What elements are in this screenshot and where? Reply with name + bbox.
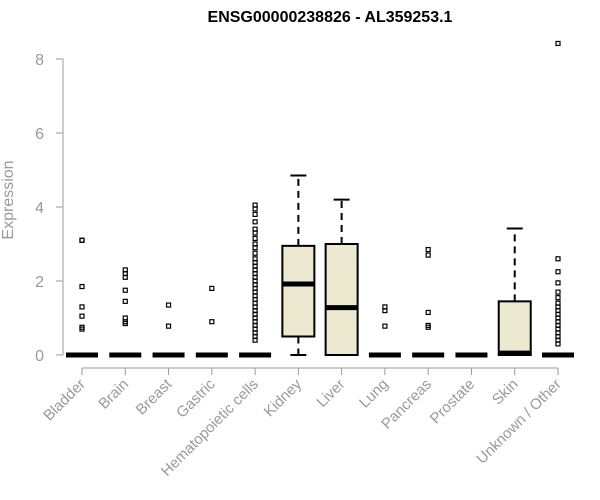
box-gastric xyxy=(195,285,228,358)
outlier-point xyxy=(555,256,561,262)
outlier-point xyxy=(252,235,258,242)
outlier-point xyxy=(79,283,85,290)
outlier-point xyxy=(252,206,258,212)
x-tick-label: Lung xyxy=(356,376,392,412)
outlier-point xyxy=(252,337,258,343)
x-tick-label: Breast xyxy=(133,375,176,418)
x-tick-label: Brain xyxy=(95,376,132,413)
y-tick-label: 0 xyxy=(35,348,44,365)
box-iqr xyxy=(497,300,532,357)
outlier-point xyxy=(555,269,561,275)
box-brain xyxy=(109,267,142,358)
outlier-point xyxy=(79,326,85,332)
outlier-point xyxy=(382,308,388,314)
box-breast xyxy=(152,302,185,358)
box-skin xyxy=(497,227,532,357)
x-tick-label: Skin xyxy=(489,376,522,409)
y-tick-label: 4 xyxy=(35,200,44,217)
y-tick-label: 2 xyxy=(35,274,44,291)
outlier-point xyxy=(79,237,85,243)
chart-title: ENSG00000238826 - AL359253.1 xyxy=(208,9,453,26)
outlier-point xyxy=(425,324,431,330)
y-tick-label: 6 xyxy=(35,126,44,143)
outlier-point xyxy=(555,295,561,301)
outlier-point xyxy=(382,323,388,329)
y-tick-label: 8 xyxy=(35,52,44,69)
outlier-point xyxy=(252,250,258,256)
outlier-point xyxy=(252,245,258,251)
outlier-point xyxy=(165,302,172,308)
outlier-point xyxy=(555,341,561,347)
x-tick-label: Liver xyxy=(313,376,348,411)
box-pancreas xyxy=(412,246,445,358)
box-kidney xyxy=(281,174,316,356)
outlier-point xyxy=(209,319,215,325)
outlier-point xyxy=(122,320,128,327)
outlier-point xyxy=(425,309,431,316)
box-lung xyxy=(368,304,401,358)
outlier-point xyxy=(122,298,128,304)
outlier-point xyxy=(555,280,561,286)
y-axis-label: Expression xyxy=(0,160,17,239)
outlier-point xyxy=(555,40,561,47)
boxes xyxy=(66,40,574,358)
outlier-point xyxy=(252,230,258,236)
outlier-point xyxy=(165,323,172,329)
outlier-point xyxy=(425,246,431,253)
outlier-point xyxy=(122,274,128,280)
outlier-point xyxy=(79,304,85,310)
box-bladder xyxy=(66,237,98,358)
x-tick-label: Bladder xyxy=(40,376,89,425)
box-iqr xyxy=(324,243,359,356)
box-iqr xyxy=(281,244,316,338)
outlier-point xyxy=(555,289,561,295)
x-tick-label: Prostate xyxy=(427,376,479,428)
outlier-point xyxy=(252,219,258,225)
box-unknown-other xyxy=(542,40,574,358)
outlier-point xyxy=(79,313,85,319)
box-liver xyxy=(324,198,359,356)
box-hematopoietic-cells xyxy=(239,202,272,358)
outlier-point xyxy=(252,211,258,217)
x-tick-label: Kidney xyxy=(261,375,306,420)
outlier-point xyxy=(122,287,128,293)
outlier-point xyxy=(425,252,431,258)
outlier-point xyxy=(209,285,215,291)
